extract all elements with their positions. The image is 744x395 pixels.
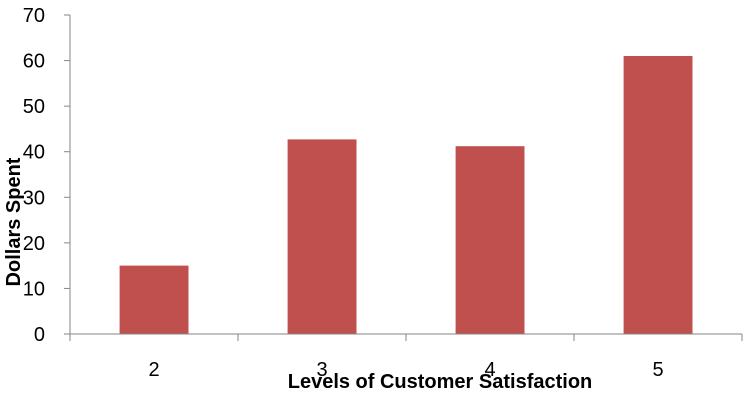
y-tick-label: 10	[23, 278, 45, 300]
y-tick-label: 20	[23, 233, 45, 255]
bar-4	[455, 146, 525, 334]
y-axis-title: Dollars Spent	[3, 157, 25, 286]
x-tick-labels: 2 3 4 5	[148, 359, 663, 381]
y-tick-label: 70	[23, 5, 45, 27]
axes-layer	[64, 14, 743, 341]
x-tick-label: 5	[652, 359, 663, 381]
y-tick-label: 40	[23, 142, 45, 164]
x-tick-label: 4	[484, 359, 495, 381]
bar-5	[623, 56, 693, 334]
bar-3	[287, 139, 357, 334]
x-tick-label: 2	[148, 359, 159, 381]
y-tick-label: 50	[23, 96, 45, 118]
y-tick-label: 0	[34, 324, 45, 346]
bars-layer	[119, 56, 693, 334]
bar-2	[119, 265, 189, 334]
y-tick-label: 30	[23, 187, 45, 209]
x-tick-label: 3	[316, 359, 327, 381]
y-tick-label: 60	[23, 51, 45, 73]
y-tick-labels: 0 10 20 30 40 50 60 70	[23, 5, 45, 346]
x-axis-title: Levels of Customer Satisfaction	[288, 371, 593, 393]
